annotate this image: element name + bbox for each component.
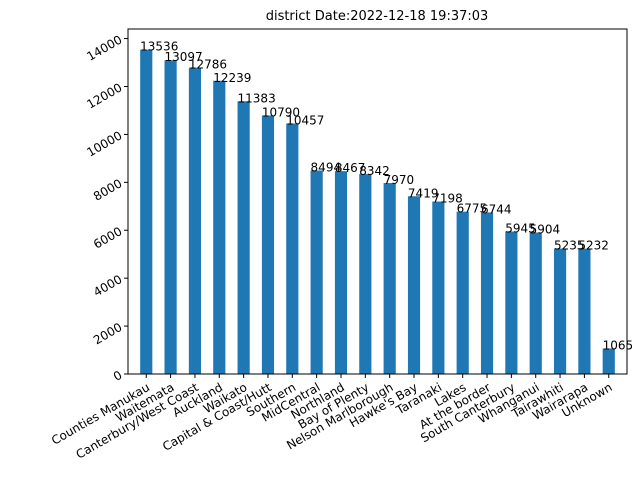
bar [505, 231, 518, 374]
bar-value-label: 7419 [408, 186, 439, 200]
y-tick-label: 0 [111, 368, 125, 384]
plot-frame [127, 28, 628, 375]
bar [261, 115, 275, 375]
y-tick-label: 2000 [91, 320, 124, 347]
bar-value-label: 10457 [286, 113, 324, 127]
bar-value-label: 12786 [189, 58, 227, 72]
bar-value-label: 5904 [530, 223, 561, 237]
bar-value-label: 11383 [238, 91, 276, 105]
bar-value-label: 13536 [140, 40, 178, 54]
bar [334, 171, 348, 374]
bar [553, 248, 567, 374]
y-tick-label: 8000 [91, 176, 124, 203]
y-tick-label: 6000 [91, 224, 124, 251]
bar [529, 232, 542, 374]
bar [432, 201, 445, 374]
y-tick-label: 10000 [84, 128, 124, 159]
bar-value-label: 5232 [578, 239, 609, 253]
bar [213, 80, 226, 375]
bar-value-label: 5945 [505, 222, 536, 236]
bar [480, 212, 494, 374]
bar-value-label: 7198 [432, 192, 463, 206]
bar [140, 49, 153, 374]
bar [456, 211, 469, 374]
bar-value-label: 8494 [311, 161, 342, 175]
bar [237, 101, 250, 374]
y-tick-label: 14000 [84, 33, 124, 64]
bar-value-label: 7970 [384, 173, 415, 187]
bar-value-label: 1065 [603, 338, 634, 352]
bar-value-label: 13097 [165, 50, 203, 64]
bar-value-label: 12239 [213, 71, 251, 85]
bar-value-label: 10790 [262, 105, 300, 119]
bar [188, 67, 202, 375]
y-tick-label: 4000 [91, 272, 124, 299]
data-labels-group: 1353613097127861223911383107901045784948… [140, 40, 633, 353]
x-axis: Counties ManukauWaitemataCanterbury/West… [49, 374, 615, 462]
bar-value-label: 8342 [359, 164, 390, 178]
bar [407, 196, 421, 374]
bar [286, 123, 299, 374]
y-axis: 0 2000 4000 6000 8000 10000 12000 14000 [84, 33, 128, 384]
bars-group [140, 49, 615, 375]
bar-value-label: 8467 [335, 161, 366, 175]
bar [578, 248, 591, 374]
y-tick-label: 12000 [84, 80, 124, 111]
bar-value-label: 6775 [457, 202, 488, 216]
bar-value-label: 6744 [481, 202, 512, 216]
chart-title: district Date:2022-12-18 19:37:03 [266, 9, 489, 24]
bar [383, 183, 396, 374]
bar [359, 174, 372, 374]
bar [310, 170, 323, 374]
bar [164, 60, 177, 374]
bar-value-label: 5235 [554, 239, 585, 253]
bar [602, 348, 615, 374]
